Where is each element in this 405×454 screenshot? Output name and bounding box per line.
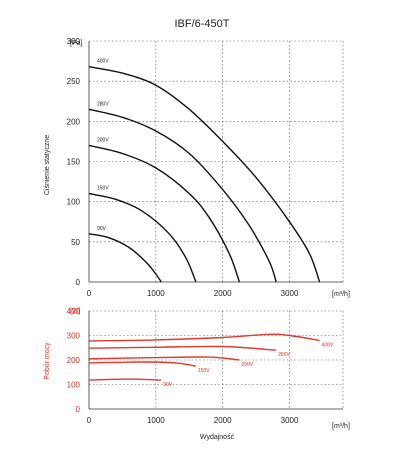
power-y-tick-label: 100 [67,381,81,390]
pressure-series-label-150v: 150V [97,186,109,192]
pressure-series-label-280v: 280V [97,101,109,107]
power-unit-label: [W] [70,308,81,315]
pressure-series-90v [88,233,162,283]
power-y-tick-label: 200 [67,356,81,365]
chart-title: IBF/6-450T [174,18,229,30]
pressure-axis-label: Ciśnienie statyczne [44,135,51,195]
pressure-series-150v [88,192,197,283]
power-series-400v [88,333,320,342]
pressure-series-label-90v: 90V [97,226,107,232]
pressure-series-200v [88,144,241,283]
power-plot: 0 1000 2000 3000 0 100 200 300 400 400V 280V 200V 15… [67,307,344,425]
plot-layers: 0 1000 2000 3000050100150200250300400V280V2… [67,37,344,425]
pressure-x-tick-label: 3000 [281,289,299,298]
power-y-tick-label: 400 [67,307,81,316]
power-series-150v [88,361,197,367]
pressure-series-400v [88,66,321,283]
pressure-y-tick-label: 100 [67,198,81,207]
pressure-x-tick-label: 2000 [214,289,232,298]
power-x-tick-label: 3000 [281,416,299,425]
power-y-tick-label: 300 [67,332,81,341]
power-y-tick-label: 0 [76,405,81,414]
power-x-unit-label: [m³/h] [332,423,350,430]
pressure-y-tick-label: 300 [67,37,81,46]
pressure-y-tick-label: 250 [67,77,81,86]
pressure-y-tick-label: 150 [67,158,81,167]
power-series-label-200v: 200V [241,362,253,368]
power-series-label-400v: 400V [322,342,334,348]
power-series-200v [88,356,240,361]
power-series-label-280v: 280V [278,352,290,358]
pressure-plot: 0 1000 2000 3000 0 50 100 150 200 250 300 400V 280V 2… [67,37,344,298]
power-series-label-150v: 150V [198,368,210,374]
pressure-x-tick-label: 1000 [147,289,165,298]
pressure-y-tick-label: 50 [71,238,80,247]
pressure-series-280v [88,108,277,283]
pressure-series-label-200v: 200V [97,137,109,143]
pressure-series-label-400v: 400V [97,59,109,65]
x-axis-label: Wydajność [200,434,235,441]
pressure-x-tick-label: 0 [87,289,92,298]
power-series-90v [88,378,162,381]
power-axis-label: Pobór mocy [44,342,51,380]
power-x-tick-label: 1000 [147,416,165,425]
pressure-y-tick-label: 0 [76,278,81,287]
power-series-label-90v: 90V [163,382,173,388]
pressure-x-unit-label: [m³/h] [332,291,350,298]
pressure-unit-label: [Pa] [70,40,83,47]
pressure-y-tick-label: 200 [67,117,81,126]
power-series-280v [88,345,277,351]
power-x-tick-label: 2000 [214,416,232,425]
power-x-tick-label: 0 [87,416,92,425]
